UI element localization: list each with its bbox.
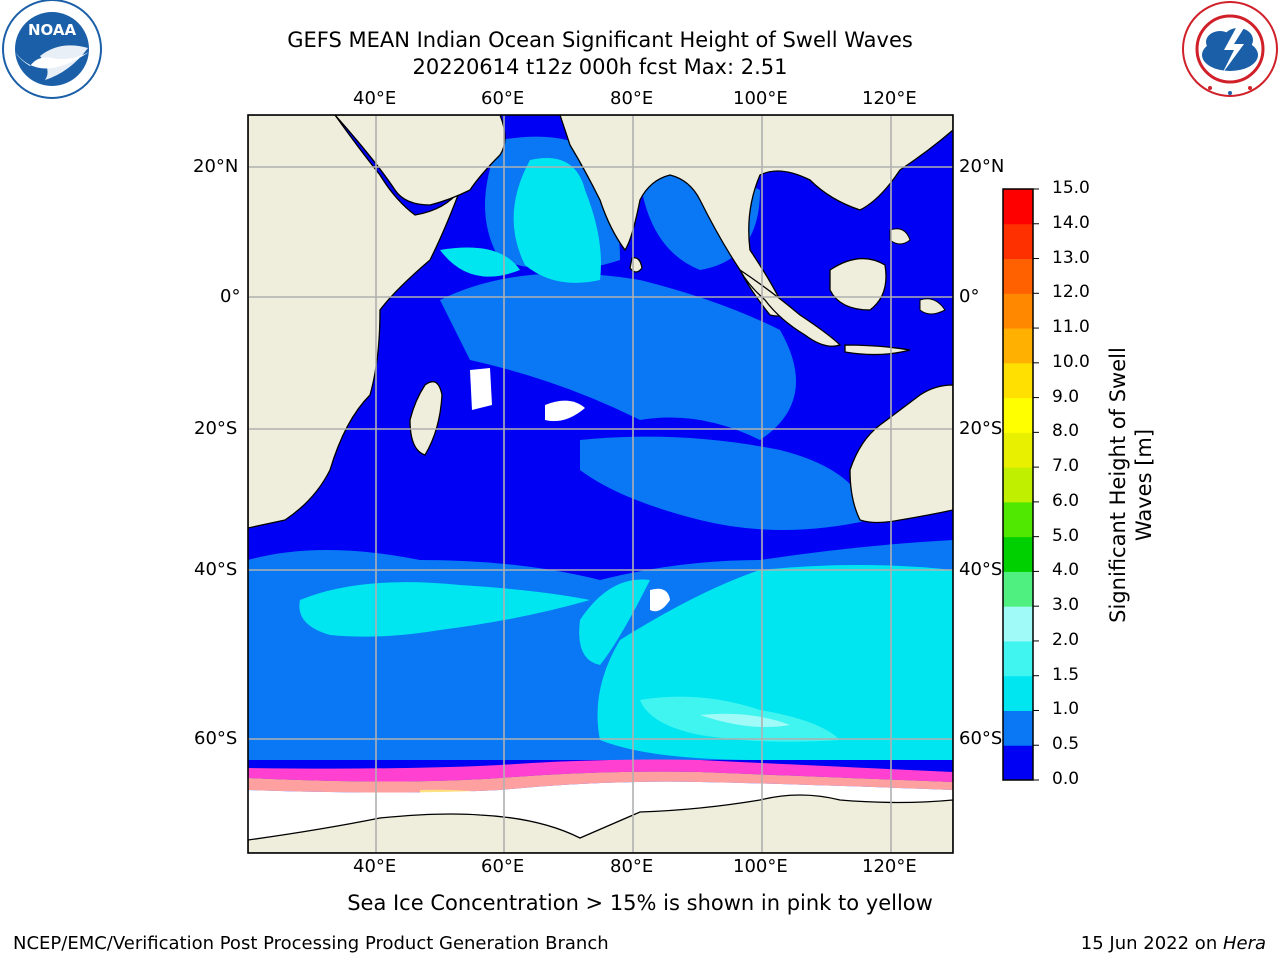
colorbar-swatch xyxy=(1003,606,1033,642)
footer-credit: NCEP/EMC/Verification Post Processing Pr… xyxy=(13,933,609,954)
footer-date-text: 15 Jun 2022 on xyxy=(1080,933,1223,954)
map-title: GEFS MEAN Indian Ocean Significant Heigh… xyxy=(287,28,913,52)
colorbar-swatch xyxy=(1003,571,1033,607)
noaa-logo: NOAA xyxy=(2,0,102,99)
colorbar-tick-label: 8.0 xyxy=(1052,421,1080,442)
colorbar-swatch xyxy=(1003,467,1033,503)
lon-label: 120°E xyxy=(862,856,917,877)
lon-label: 60°E xyxy=(481,88,525,109)
lat-label: 40°S xyxy=(194,559,238,580)
lat-label: 60°S xyxy=(959,728,1003,749)
colorbar-swatch xyxy=(1003,432,1033,468)
colorbar-swatch xyxy=(1003,328,1033,364)
footer-date: 15 Jun 2022 on Hera xyxy=(1081,933,1266,954)
colorbar-swatch xyxy=(1003,189,1033,225)
map-subtitle: 20220614 t12z 000h fcst Max: 2.51 xyxy=(412,55,788,79)
colorbar-swatch xyxy=(1003,258,1033,294)
lon-label: 40°E xyxy=(353,856,397,877)
colorbar-tick-label: 11.0 xyxy=(1052,317,1090,338)
lon-label: 100°E xyxy=(733,88,788,109)
colorbar-swatch xyxy=(1003,745,1033,781)
colorbar-tick-label: 0.5 xyxy=(1052,734,1080,755)
lat-label: 40°S xyxy=(959,559,1003,580)
footer-host: Hera xyxy=(1222,933,1266,954)
colorbar-tick-label: 9.0 xyxy=(1052,386,1080,407)
colorbar-tick-label: 6.0 xyxy=(1052,490,1080,511)
colorbar-tick-label: 1.5 xyxy=(1052,664,1080,685)
colorbar-tick-label: 0.0 xyxy=(1052,769,1080,789)
lon-label: 100°E xyxy=(733,856,788,877)
sea-ice-note: Sea Ice Concentration > 15% is shown in … xyxy=(347,891,933,915)
colorbar-tick-label: 15.0 xyxy=(1052,178,1090,198)
colorbar-swatch xyxy=(1003,293,1033,329)
colorbar-tick-label: 3.0 xyxy=(1052,595,1080,616)
colorbar-tick-label: 12.0 xyxy=(1052,282,1090,303)
colorbar-swatch xyxy=(1003,501,1033,538)
colorbar-tick-label: 10.0 xyxy=(1052,351,1090,372)
lon-label: 80°E xyxy=(610,856,654,877)
colorbar-tick-label: 5.0 xyxy=(1052,525,1080,546)
colorbar-tick-label: 1.0 xyxy=(1052,699,1080,720)
colorbar-tick-label: 7.0 xyxy=(1052,456,1080,477)
colorbar-tick-label: 14.0 xyxy=(1052,212,1090,233)
colorbar-title: Significant Height of Swell Waves [m] xyxy=(1105,285,1157,685)
colorbar-swatch xyxy=(1003,675,1033,711)
lat-label: 0° xyxy=(959,286,980,307)
colorbar-swatch xyxy=(1003,640,1033,677)
lon-label: 80°E xyxy=(610,88,654,109)
lat-label: 20°S xyxy=(194,418,238,439)
colorbar-swatch xyxy=(1003,710,1033,746)
lat-label: 20°N xyxy=(193,156,239,177)
noaa-logo-text: NOAA xyxy=(28,21,77,39)
colorbar-tick-label: 13.0 xyxy=(1052,247,1090,268)
lat-label: 0° xyxy=(220,286,241,307)
lon-label: 40°E xyxy=(353,88,397,109)
lat-label: 60°S xyxy=(194,728,238,749)
lat-label: 20°S xyxy=(959,418,1003,439)
colorbar-title-line1: Significant Height of Swell xyxy=(1106,347,1130,623)
lon-label: 120°E xyxy=(862,88,917,109)
colorbar-swatch xyxy=(1003,536,1033,572)
nws-logo xyxy=(1182,1,1278,97)
colorbar-swatch xyxy=(1003,397,1033,433)
colorbar-title-line2: Waves [m] xyxy=(1132,428,1156,542)
lat-label: 20°N xyxy=(959,156,1005,177)
colorbar-tick-label: 4.0 xyxy=(1052,560,1080,581)
lon-label: 60°E xyxy=(481,856,525,877)
colorbar-swatch xyxy=(1003,223,1033,260)
colorbar-tick-label: 2.0 xyxy=(1052,629,1080,650)
colorbar-swatch xyxy=(1003,362,1033,399)
map-frame xyxy=(247,114,954,854)
